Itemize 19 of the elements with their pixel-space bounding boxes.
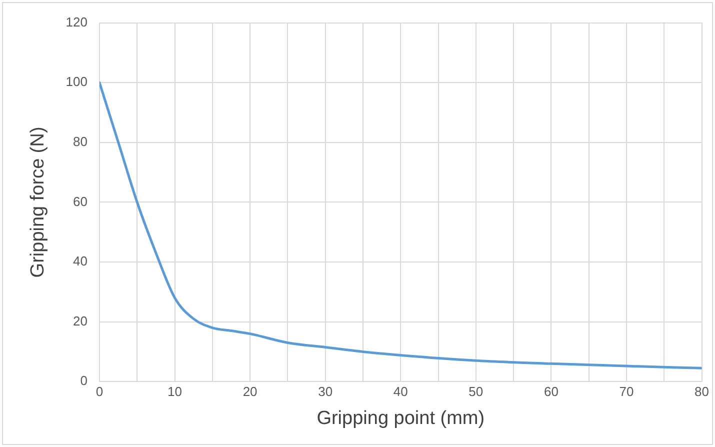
y-tick-label: 60 <box>73 194 88 209</box>
x-tick-label: 50 <box>468 384 484 399</box>
x-tick-label: 60 <box>544 384 558 399</box>
x-tick-label: 0 <box>96 384 104 399</box>
x-tick-label: 10 <box>168 384 182 399</box>
x-tick-label: 30 <box>318 384 333 399</box>
y-tick-label: 80 <box>73 134 88 149</box>
y-tick-label: 0 <box>80 373 88 388</box>
x-tick-label: 20 <box>242 384 258 399</box>
line-series <box>99 81 702 370</box>
x-tick-label: 40 <box>393 384 408 399</box>
y-tick-label: 100 <box>66 74 88 90</box>
x-tick-label: 70 <box>619 384 634 399</box>
y-tick-label: 20 <box>73 313 88 328</box>
y-tick-label: 120 <box>66 14 88 30</box>
x-axis-title: Gripping point (mm) <box>316 408 485 429</box>
y-axis-title: Gripping force (N) <box>28 126 49 278</box>
x-tick-label: 80 <box>694 384 710 399</box>
y-tick-label: 40 <box>73 254 88 269</box>
